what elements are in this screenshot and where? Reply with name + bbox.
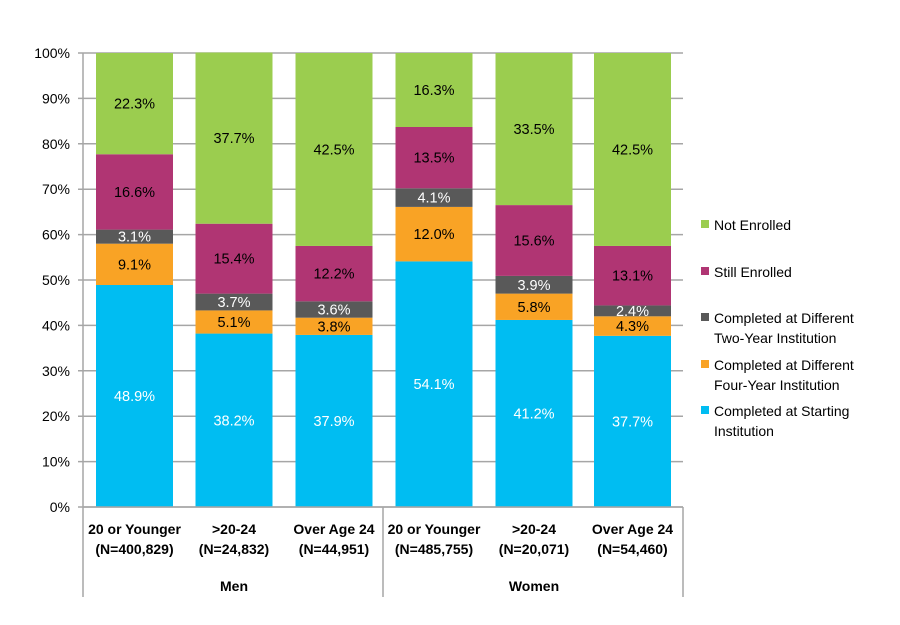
y-tick-label: 40% bbox=[42, 317, 70, 333]
x-category-label: (N=44,951) bbox=[299, 541, 369, 557]
data-label: 16.3% bbox=[413, 83, 454, 99]
legend-swatch bbox=[701, 406, 709, 414]
legend-swatch bbox=[701, 220, 709, 228]
data-label: 37.9% bbox=[313, 414, 354, 430]
x-category-label: 20 or Younger bbox=[88, 521, 181, 537]
legend-label: Completed at Different bbox=[714, 357, 854, 373]
legend-label: Completed at Different bbox=[714, 310, 854, 326]
x-group-label: Women bbox=[509, 578, 559, 594]
legend-swatch bbox=[701, 360, 709, 368]
data-label: 41.2% bbox=[513, 406, 554, 422]
bar-segment bbox=[395, 127, 473, 189]
data-label: 3.8% bbox=[317, 319, 350, 335]
bar-segment bbox=[295, 245, 373, 302]
data-label: 5.8% bbox=[517, 300, 550, 316]
bar-segment bbox=[195, 293, 273, 311]
x-category-label: (N=54,460) bbox=[597, 541, 667, 557]
x-category-label: 20 or Younger bbox=[388, 521, 481, 537]
bar-segment bbox=[594, 53, 671, 246]
bar-segment bbox=[395, 53, 473, 128]
bar-segment bbox=[96, 243, 173, 285]
y-tick-label: 20% bbox=[42, 408, 70, 424]
x-category-label: >20-24 bbox=[512, 521, 556, 537]
data-label: 4.1% bbox=[417, 191, 450, 207]
x-category-label: (N=400,829) bbox=[95, 541, 173, 557]
data-label: 15.4% bbox=[213, 252, 254, 268]
bar-segment bbox=[495, 53, 573, 206]
bar-segment bbox=[96, 284, 173, 507]
y-tick-label: 90% bbox=[42, 90, 70, 106]
data-label: 42.5% bbox=[612, 142, 653, 158]
data-label: 48.9% bbox=[114, 389, 155, 405]
bar-segment bbox=[295, 53, 373, 246]
data-label: 4.3% bbox=[616, 319, 649, 335]
bar-segment bbox=[395, 188, 473, 207]
y-tick-label: 100% bbox=[34, 45, 70, 61]
legend-label: Completed at Starting bbox=[714, 403, 849, 419]
bar-segment bbox=[594, 305, 671, 317]
x-category-label: (N=24,832) bbox=[199, 541, 269, 557]
legend-swatch bbox=[701, 267, 709, 275]
legend-label: Four-Year Institution bbox=[714, 377, 840, 393]
data-label: 12.0% bbox=[413, 227, 454, 243]
bar-segment bbox=[495, 205, 573, 276]
bar-segment bbox=[195, 310, 273, 334]
bar-segment bbox=[495, 293, 573, 320]
legend-label: Two-Year Institution bbox=[714, 330, 836, 346]
bar-segment bbox=[495, 319, 573, 507]
y-tick-label: 30% bbox=[42, 363, 70, 379]
legend-label: Still Enrolled bbox=[714, 264, 792, 280]
data-label: 3.6% bbox=[317, 303, 350, 319]
data-label: 33.5% bbox=[513, 122, 554, 138]
y-tick-label: 80% bbox=[42, 136, 70, 152]
bar-segment bbox=[594, 316, 671, 336]
data-label: 9.1% bbox=[118, 257, 151, 273]
data-label: 37.7% bbox=[612, 414, 653, 430]
bar-segment bbox=[295, 301, 373, 318]
bar-segment bbox=[395, 206, 473, 262]
data-label: 3.1% bbox=[118, 230, 151, 246]
x-group-label: Men bbox=[220, 578, 248, 594]
bar-segment bbox=[395, 261, 473, 507]
data-label: 15.6% bbox=[513, 234, 554, 250]
data-label: 3.7% bbox=[217, 295, 250, 311]
data-label: 2.4% bbox=[616, 304, 649, 320]
bar-segment bbox=[96, 229, 173, 244]
data-label: 37.7% bbox=[213, 131, 254, 147]
x-category-label: (N=485,755) bbox=[395, 541, 473, 557]
bar-segment bbox=[295, 334, 373, 507]
data-label: 5.1% bbox=[217, 315, 250, 331]
bar-segment bbox=[96, 154, 173, 230]
data-label: 16.6% bbox=[114, 185, 155, 201]
legend-label: Institution bbox=[714, 423, 774, 439]
x-category-label: >20-24 bbox=[212, 521, 256, 537]
bar-segment bbox=[195, 223, 273, 294]
data-label: 54.1% bbox=[413, 377, 454, 393]
data-label: 12.2% bbox=[313, 267, 354, 283]
data-label: 13.1% bbox=[612, 269, 653, 285]
bar-segment bbox=[195, 333, 273, 507]
y-tick-label: 50% bbox=[42, 272, 70, 288]
bar-segment bbox=[594, 245, 671, 306]
data-label: 22.3% bbox=[114, 97, 155, 113]
data-label: 42.5% bbox=[313, 142, 354, 158]
bar-segment bbox=[495, 275, 573, 294]
y-tick-label: 0% bbox=[50, 499, 70, 515]
y-tick-label: 70% bbox=[42, 181, 70, 197]
bar-segment bbox=[195, 52, 273, 224]
legend-swatch bbox=[701, 313, 709, 321]
data-label: 38.2% bbox=[213, 413, 254, 429]
x-category-label: Over Age 24 bbox=[293, 521, 374, 537]
x-category-label: (N=20,071) bbox=[499, 541, 569, 557]
data-label: 13.5% bbox=[413, 151, 454, 167]
bar-segment bbox=[594, 335, 671, 507]
y-tick-label: 10% bbox=[42, 454, 70, 470]
y-tick-label: 60% bbox=[42, 227, 70, 243]
data-label: 3.9% bbox=[517, 278, 550, 294]
bar-segment bbox=[96, 53, 173, 155]
x-category-label: Over Age 24 bbox=[592, 521, 673, 537]
bar-segment bbox=[295, 317, 373, 335]
legend-label: Not Enrolled bbox=[714, 217, 791, 233]
